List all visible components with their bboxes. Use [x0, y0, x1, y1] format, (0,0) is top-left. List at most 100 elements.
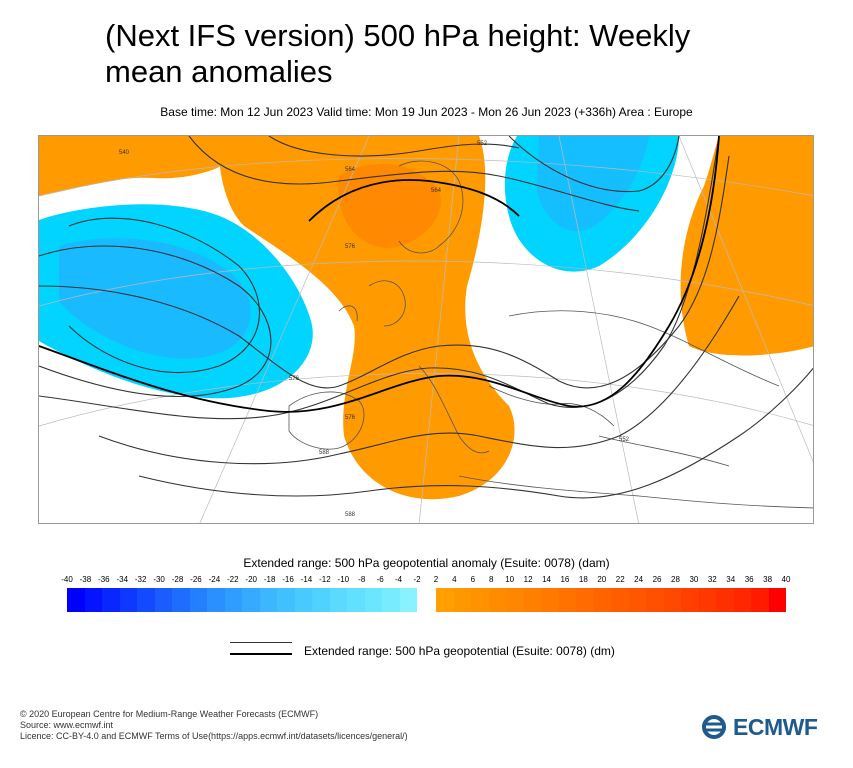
color-bar-swatch	[347, 588, 365, 612]
negative-color-bar	[67, 588, 417, 612]
tick-label: -14	[300, 575, 313, 584]
source-line: Source: www.ecmwf.int	[20, 720, 114, 730]
positive-anomaly-east	[680, 136, 813, 356]
color-bar-swatch	[663, 588, 681, 612]
color-bar-swatch	[716, 588, 734, 612]
tick-label: 16	[560, 575, 570, 584]
coastlines	[288, 160, 813, 509]
color-bar-swatch	[294, 588, 312, 612]
color-bar-swatch	[207, 588, 225, 612]
color-bar-swatch	[436, 588, 454, 612]
color-bar-swatch	[471, 588, 489, 612]
height-contours	[39, 136, 813, 499]
color-bar-swatch	[768, 588, 786, 612]
color-bar-swatch	[364, 588, 382, 612]
copyright-line: © 2020 European Centre for Medium-Range …	[20, 709, 319, 719]
tick-label: -36	[98, 575, 110, 584]
tick-label: -2	[413, 575, 421, 584]
color-bar-swatch	[259, 588, 277, 612]
contour-label: 552	[619, 437, 630, 443]
color-bar-swatch	[329, 588, 347, 612]
tick-label: -24	[208, 575, 221, 584]
copyright-footer: © 2020 European Centre for Medium-Range …	[20, 709, 408, 742]
color-bar-swatch	[137, 588, 155, 612]
tick-label: 30	[689, 575, 699, 584]
tick-label: 8	[489, 575, 494, 584]
tick-label: -32	[134, 575, 147, 584]
tick-label: 24	[634, 575, 644, 584]
contour-label: 588	[319, 450, 330, 456]
tick-label: -34	[116, 575, 129, 584]
color-bar-swatch	[681, 588, 699, 612]
positive-tick-labels: 2 4 6 8 10 12 14 16 18 20 22 24 26 28 30 32 34 36 38 40	[433, 575, 791, 587]
negative-tick-labels: -40 -38 -36 -34 -32 -30 -28 -26 -24 -22 -20 -18 -16-…	[61, 575, 421, 587]
tick-label: 28	[671, 575, 680, 584]
contour-label: 564	[431, 188, 442, 194]
chart-title: (Next IFS version) 500 hPa height: Weekl…	[105, 18, 691, 89]
color-bar-swatch	[453, 588, 471, 612]
contour-label: 576	[289, 376, 300, 382]
thick-contour-line	[230, 653, 292, 655]
ecmwf-logo: ECMWF	[697, 712, 835, 742]
tick-label: -20	[245, 575, 257, 584]
color-bar-swatch	[277, 588, 295, 612]
positive-anomaly-europe	[218, 136, 515, 500]
color-bar-swatch	[242, 588, 260, 612]
tick-label: -30	[153, 575, 165, 584]
color-bar-swatch	[224, 588, 242, 612]
tick-label: 6	[470, 575, 476, 584]
color-bar-swatch	[312, 588, 330, 612]
color-bar-swatch	[488, 588, 506, 612]
ecmwf-logo-icon	[702, 715, 726, 739]
contour-legend-label: Extended range: 500 hPa geopotential (Es…	[304, 644, 615, 658]
color-bar-swatch	[102, 588, 120, 612]
tick-label: 12	[523, 575, 533, 584]
ecmwf-logo-text: ECMWF	[733, 713, 818, 740]
positive-color-bar	[436, 588, 786, 612]
color-bar-swatch	[399, 588, 417, 612]
positive-anomaly-scandinavia-core	[338, 164, 441, 248]
tick-label: 38	[763, 575, 773, 584]
tick-label: 36	[744, 575, 754, 584]
tick-label: 18	[578, 575, 588, 584]
height-contours-thick	[39, 136, 720, 413]
negative-anomaly-russia-core	[537, 136, 649, 232]
color-bar-swatch	[628, 588, 646, 612]
tick-label: 32	[707, 575, 717, 584]
tick-label: -26	[190, 575, 202, 584]
contour-label: 588	[345, 512, 356, 518]
tick-label: 14	[542, 575, 551, 584]
contour-label: 576	[345, 244, 356, 250]
color-bar-swatch	[541, 588, 559, 612]
tick-label: -12	[319, 575, 331, 584]
tick-label: -38	[79, 575, 92, 584]
map-canvas: 552 564 576 576 564 576 588 588 540 552	[39, 136, 813, 523]
color-bar-swatch	[576, 588, 594, 612]
tick-label: -4	[395, 575, 403, 584]
contour-labels: 552 564 576 576 564 576 588 588 540 552	[119, 141, 630, 518]
tick-label: -10	[337, 575, 350, 584]
licence-line: Licence: CC-BY-4.0 and ECMWF Terms of Us…	[20, 731, 408, 741]
contour-label: 576	[345, 415, 356, 421]
color-bar-swatch	[382, 588, 400, 612]
color-bar-swatch	[119, 588, 137, 612]
color-bar-swatch	[733, 588, 751, 612]
contour-label: 564	[345, 167, 356, 173]
tick-label: -22	[227, 575, 239, 584]
tick-label: -6	[376, 575, 384, 584]
tick-label: 2	[433, 575, 439, 584]
color-bar-swatch	[558, 588, 576, 612]
color-bar-swatch	[154, 588, 172, 612]
color-bar-swatch	[84, 588, 102, 612]
positive-anomaly-greenland	[39, 136, 249, 196]
tick-label: 34	[726, 575, 736, 584]
tick-label: -8	[358, 575, 366, 584]
contour-label: 540	[119, 150, 130, 156]
color-bar-swatch	[523, 588, 541, 612]
chart-subtitle: Base time: Mon 12 Jun 2023 Valid time: M…	[160, 105, 693, 119]
tick-label: 4	[452, 575, 457, 584]
tick-label: 20	[597, 575, 607, 584]
legend-title: Extended range: 500 hPa geopotential ano…	[243, 556, 610, 570]
color-bar-swatch	[751, 588, 769, 612]
color-bar-swatch	[593, 588, 611, 612]
